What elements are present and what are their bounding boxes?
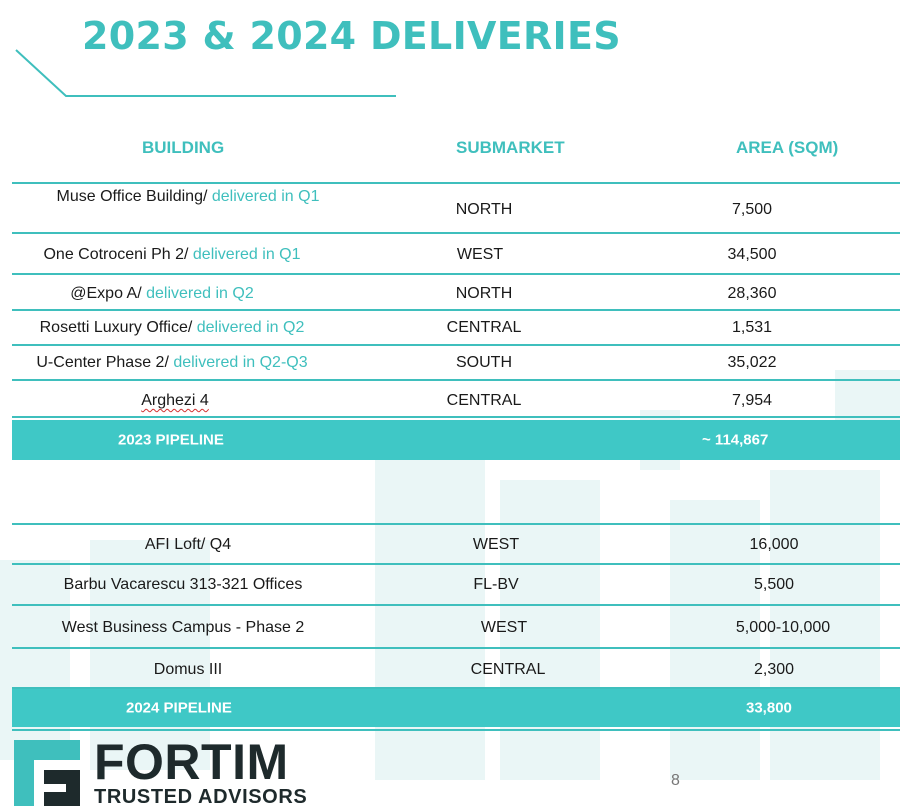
- building-name-text: Barbu Vacarescu 313-321 Offices: [63, 576, 303, 593]
- row-divider: [12, 416, 900, 418]
- building-name: U-Center Phase 2/: [36, 354, 174, 371]
- building-name: Muse Office Building/: [56, 188, 212, 205]
- table-row-submarket: NORTH: [455, 285, 513, 302]
- row-divider: [12, 563, 900, 565]
- building-name: Barbu Vacarescu 313-321 Offices: [64, 576, 303, 593]
- table-row-area: 16,000: [749, 536, 799, 553]
- table-row-submarket: CENTRAL: [470, 661, 546, 678]
- column-header-area: AREA (SQM): [736, 138, 839, 157]
- total-value: 33,800: [746, 699, 792, 717]
- row-divider: [12, 687, 900, 689]
- row-divider: [12, 344, 900, 346]
- fortim-logo-icon: [14, 740, 80, 806]
- delivery-note: delivered in Q1: [192, 246, 301, 263]
- table-row-submarket: WEST: [480, 619, 528, 636]
- brand-name: FORTIM: [94, 734, 289, 790]
- total-value: ~ 114,867: [702, 431, 769, 449]
- row-divider: [12, 309, 900, 311]
- page-number: 8: [671, 772, 680, 789]
- building-name: Rosetti Luxury Office/: [39, 319, 197, 336]
- table-row-area: 7,500: [731, 201, 773, 218]
- title-underline-decoration: [15, 49, 396, 97]
- table-row-area: 28,360: [727, 285, 777, 302]
- row-divider: [12, 604, 900, 606]
- row-divider: [12, 232, 900, 234]
- brand-tagline: TRUSTED ADVISORS: [94, 786, 308, 808]
- row-divider: [12, 379, 900, 381]
- table-row-area: 2,300: [753, 661, 795, 678]
- deliveries-table: Muse Office Building/ delivered in Q1 NO…: [12, 0, 900, 809]
- table-row-area: 34,500: [727, 246, 777, 263]
- table-row-submarket: WEST: [456, 246, 504, 263]
- total-row-2024: 2024 PIPELINE 33,800: [12, 689, 900, 727]
- building-name: @Expo A/: [70, 285, 147, 302]
- table-row-building: Barbu Vacarescu 313-321 Offices: [38, 574, 328, 595]
- table-row-submarket: NORTH: [455, 201, 513, 218]
- building-name: One Cotroceni Ph 2/: [43, 246, 193, 263]
- row-divider: [12, 729, 900, 731]
- table-row-building: AFI Loft/ Q4: [144, 536, 232, 553]
- row-divider: [12, 523, 900, 525]
- delivery-note: delivered in Q1: [211, 188, 320, 205]
- table-row-building: @Expo A/ delivered in Q2: [12, 283, 312, 304]
- page-title: 2023 & 2024 DELIVERIES: [82, 14, 621, 58]
- table-row-building: Rosetti Luxury Office/ delivered in Q2: [12, 317, 332, 338]
- table-row-area: 5,000-10,000: [735, 619, 831, 636]
- building-name: Arghezi 4: [141, 392, 209, 409]
- table-row-submarket: SOUTH: [456, 354, 512, 371]
- column-header-submarket: SUBMARKET: [456, 138, 565, 157]
- total-row-2023: 2023 PIPELINE ~ 114,867: [12, 420, 900, 460]
- table-row-area: 7,954: [731, 392, 773, 409]
- table-row-area: 35,022: [727, 354, 777, 371]
- table-row-building: U-Center Phase 2/ delivered in Q2-Q3: [12, 352, 332, 373]
- delivery-note: delivered in Q2: [146, 285, 254, 302]
- table-row-building: Muse Office Building/ delivered in Q1: [38, 186, 338, 207]
- table-row-area: 1,531: [731, 319, 773, 336]
- delivery-note: delivered in Q2: [196, 319, 305, 336]
- table-row-building: Domus III: [153, 661, 223, 678]
- table-row-submarket: CENTRAL: [446, 319, 522, 336]
- table-row-area: 5,500: [753, 576, 795, 593]
- total-label: 2023 PIPELINE: [118, 431, 224, 449]
- row-divider: [12, 182, 900, 184]
- delivery-note: delivered in Q2-Q3: [173, 354, 308, 371]
- row-divider: [12, 647, 900, 649]
- table-row-building: One Cotroceni Ph 2/ delivered in Q1: [22, 244, 322, 265]
- table-row-building: Arghezi 4: [38, 390, 312, 411]
- table-row-submarket: FL-BV: [473, 576, 519, 593]
- total-label: 2024 PIPELINE: [126, 699, 232, 717]
- table-row-submarket: WEST: [472, 536, 520, 553]
- table-row-submarket: CENTRAL: [446, 392, 522, 409]
- row-divider: [12, 273, 900, 275]
- column-header-building: BUILDING: [142, 138, 225, 157]
- table-row-building: West Business Campus - Phase 2: [61, 619, 305, 636]
